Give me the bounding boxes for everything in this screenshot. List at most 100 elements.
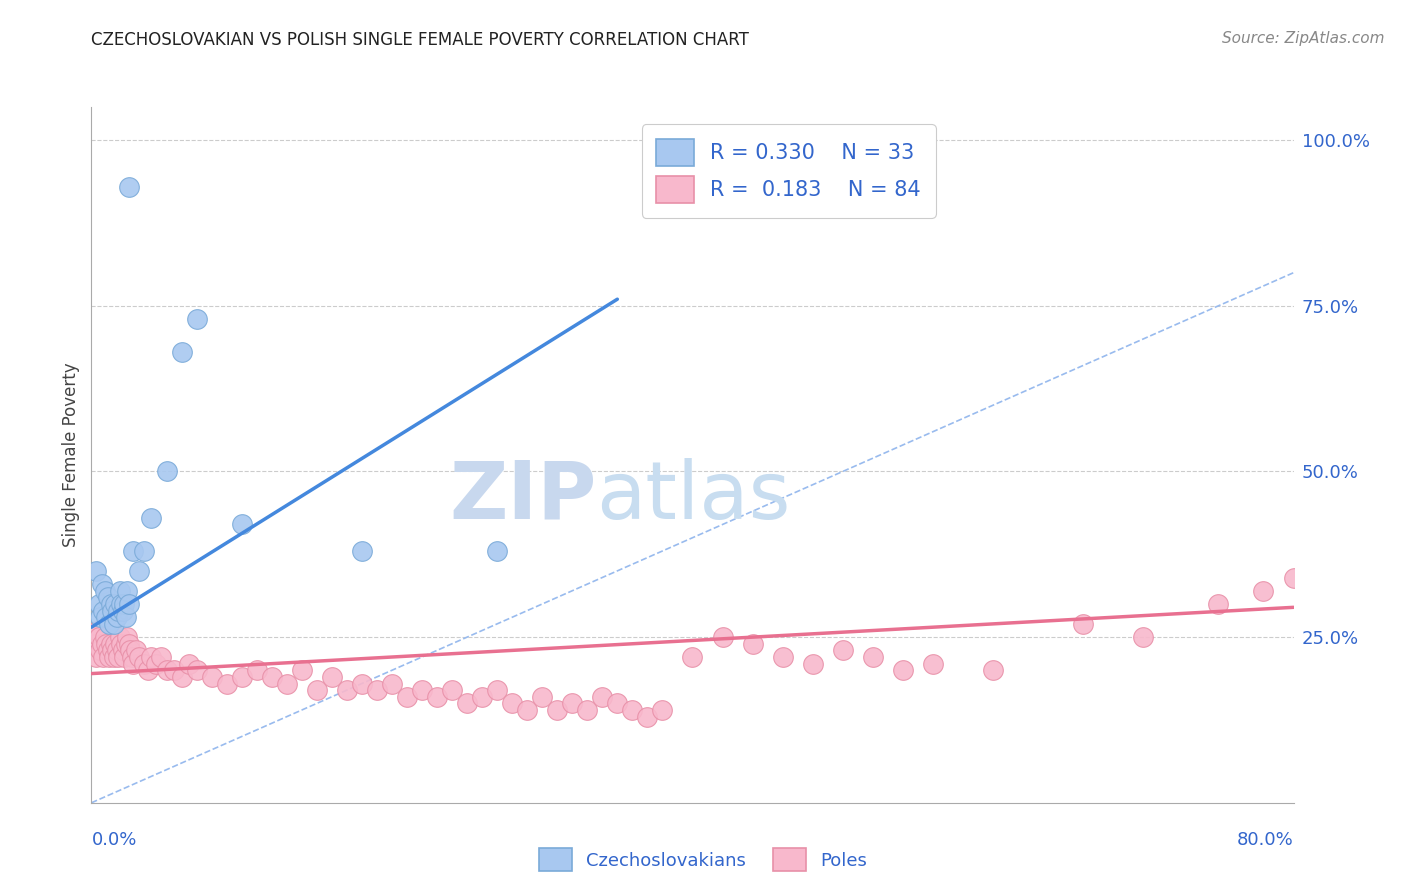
Point xyxy=(471,690,494,704)
Point xyxy=(922,657,945,671)
Point xyxy=(117,583,139,598)
Point xyxy=(115,610,138,624)
Point xyxy=(94,583,117,598)
Legend: R = 0.330    N = 33, R =  0.183    N = 84: R = 0.330 N = 33, R = 0.183 N = 84 xyxy=(641,124,935,218)
Point xyxy=(103,616,125,631)
Point xyxy=(395,690,418,704)
Point xyxy=(366,683,388,698)
Point xyxy=(591,690,613,704)
Point xyxy=(125,643,148,657)
Point xyxy=(291,663,314,677)
Point xyxy=(606,697,628,711)
Point xyxy=(1253,583,1275,598)
Point xyxy=(105,643,128,657)
Point xyxy=(831,643,853,657)
Point xyxy=(114,597,136,611)
Point xyxy=(201,670,224,684)
Point xyxy=(98,650,121,665)
Point xyxy=(111,604,134,618)
Point xyxy=(1282,570,1305,584)
Point xyxy=(120,643,142,657)
Point xyxy=(100,597,122,611)
Point xyxy=(621,703,644,717)
Point xyxy=(231,670,253,684)
Point xyxy=(186,663,208,677)
Point xyxy=(681,650,703,665)
Point xyxy=(741,637,763,651)
Point xyxy=(101,643,124,657)
Point xyxy=(108,583,131,598)
Point xyxy=(132,544,155,558)
Point xyxy=(118,637,141,651)
Point xyxy=(82,637,104,651)
Point xyxy=(122,657,145,671)
Text: ZIP: ZIP xyxy=(449,458,596,536)
Point xyxy=(145,657,167,671)
Point xyxy=(772,650,794,665)
Point xyxy=(276,676,298,690)
Point xyxy=(163,663,186,677)
Legend: Czechoslovakians, Poles: Czechoslovakians, Poles xyxy=(531,841,875,879)
Point xyxy=(576,703,599,717)
Point xyxy=(122,544,145,558)
Point xyxy=(128,650,150,665)
Point xyxy=(115,637,138,651)
Point xyxy=(456,697,478,711)
Text: Source: ZipAtlas.com: Source: ZipAtlas.com xyxy=(1222,31,1385,46)
Point xyxy=(231,517,253,532)
Point xyxy=(105,610,128,624)
Text: 0.0%: 0.0% xyxy=(91,830,136,848)
Point xyxy=(83,630,105,644)
Point xyxy=(862,650,884,665)
Point xyxy=(651,703,673,717)
Point xyxy=(90,577,112,591)
Point xyxy=(89,643,111,657)
Point xyxy=(110,637,132,651)
Point xyxy=(100,637,122,651)
Point xyxy=(336,683,359,698)
Point xyxy=(108,630,131,644)
Point xyxy=(107,650,129,665)
Point xyxy=(186,312,208,326)
Point xyxy=(97,591,120,605)
Point xyxy=(177,657,200,671)
Point xyxy=(93,650,115,665)
Point xyxy=(87,597,110,611)
Point xyxy=(90,637,112,651)
Point xyxy=(1071,616,1094,631)
Point xyxy=(155,465,177,479)
Point xyxy=(141,650,163,665)
Point xyxy=(94,630,117,644)
Point xyxy=(426,690,449,704)
Point xyxy=(93,604,115,618)
Point xyxy=(84,650,107,665)
Point xyxy=(107,604,129,618)
Point xyxy=(149,650,172,665)
Point xyxy=(170,670,193,684)
Point xyxy=(104,597,127,611)
Point xyxy=(891,663,914,677)
Point xyxy=(101,604,124,618)
Point xyxy=(561,697,583,711)
Point xyxy=(170,345,193,359)
Point xyxy=(260,670,283,684)
Point xyxy=(350,676,373,690)
Point xyxy=(103,650,125,665)
Point xyxy=(440,683,463,698)
Point xyxy=(97,643,120,657)
Point xyxy=(87,630,110,644)
Text: 80.0%: 80.0% xyxy=(1237,830,1294,848)
Point xyxy=(96,637,118,651)
Point xyxy=(411,683,433,698)
Point xyxy=(486,683,509,698)
Text: atlas: atlas xyxy=(596,458,790,536)
Point xyxy=(546,703,568,717)
Point xyxy=(215,676,238,690)
Point xyxy=(801,657,824,671)
Point xyxy=(114,650,136,665)
Point xyxy=(246,663,269,677)
Point xyxy=(1132,630,1154,644)
Point xyxy=(118,597,141,611)
Point xyxy=(110,597,132,611)
Point xyxy=(141,511,163,525)
